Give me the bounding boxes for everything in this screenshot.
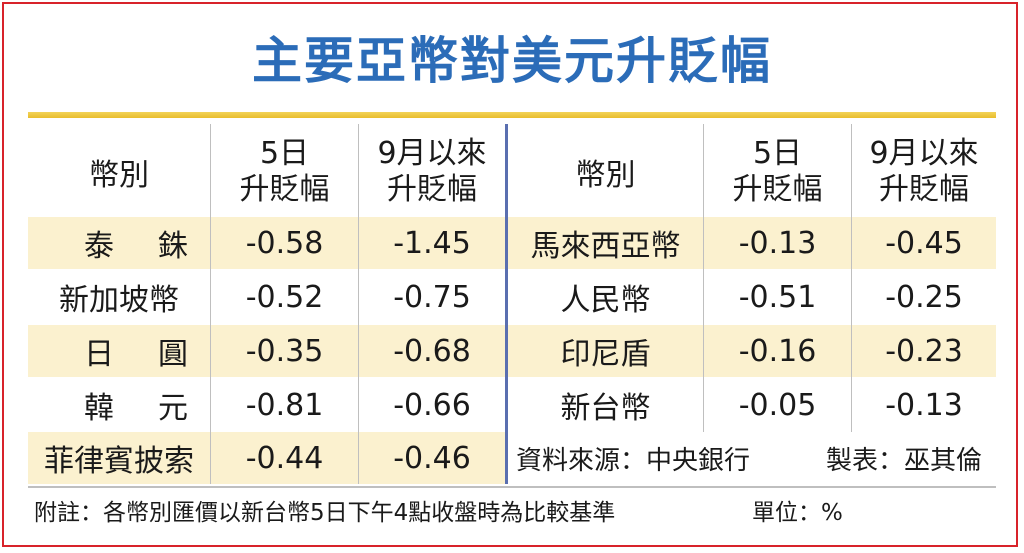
five-day-value: -0.58 [245,225,324,261]
column-divider [210,124,211,484]
table-row-currency: 人民幣 [560,283,651,318]
title-divider [28,112,996,118]
header-since-sep-line2: 升貶幅 [879,172,969,207]
row-highlight-3 [28,325,996,377]
header-since-sep-line2: 升貶幅 [387,172,477,207]
table-row-currency: 韓 元 [28,379,210,431]
table-row-currency: 菲律賓披索 [44,444,194,479]
since-sep-value: -0.13 [885,387,963,423]
footer-divider [28,486,996,488]
table-row-currency: 新台幣 [560,391,651,426]
currency-name-part: 銖 [158,229,188,264]
row-highlight-1 [28,217,996,269]
currency-name-part: 元 [158,391,188,426]
table-row-currency: 馬來西亞幣 [530,229,681,264]
header-since-sep-line1: 9月以來 [377,136,487,171]
currency-name-part: 圓 [158,337,188,372]
five-day-value: -0.13 [738,225,817,261]
since-sep-value: -0.68 [393,333,471,369]
column-divider [703,124,704,432]
five-day-value: -0.81 [245,387,324,423]
unit-label: 單位：% [752,500,843,526]
header-five-day-line1: 5日 [752,136,803,171]
since-sep-value: -0.45 [885,225,963,261]
five-day-value: -0.51 [738,279,817,315]
since-sep-value: -1.45 [393,225,471,261]
currency-name-part: 泰 [84,229,114,264]
table-row-currency: 印尼盾 [560,337,651,372]
header-since-sep-line1: 9月以來 [869,136,979,171]
column-divider [851,124,852,432]
header-currency-left: 幣別 [89,158,149,193]
five-day-value: -0.52 [245,279,324,315]
header-since-sep-left: 9月以來 升貶幅 [359,136,505,208]
since-sep-value: -0.23 [885,333,963,369]
since-sep-value: -0.46 [393,440,471,476]
five-day-value: -0.16 [738,333,817,369]
five-day-value: -0.05 [738,387,817,423]
header-five-day-line2: 升貶幅 [732,172,823,207]
footnote: 附註：各幣別匯價以新台幣5日下午4點收盤時為比較基準 [34,500,616,526]
page-title: 主要亞幣對美元升貶幅 [252,32,772,90]
table-center-divider [505,124,508,484]
since-sep-value: -0.66 [393,387,471,423]
since-sep-value: -0.25 [885,279,963,315]
header-five-day-right: 5日 升貶幅 [704,136,851,208]
row-highlight-5 [28,432,506,484]
header-five-day-left: 5日 升貶幅 [211,136,358,208]
header-currency-right: 幣別 [575,158,636,193]
since-sep-value: -0.75 [393,279,471,315]
header-five-day-line1: 5日 [259,136,310,171]
table-author-credit: 製表：巫其倫 [826,445,983,476]
currency-name-part: 日 [84,337,114,372]
table-row-currency: 日 圓 [28,325,210,377]
header-since-sep-right: 9月以來 升貶幅 [852,136,996,208]
table-row-currency: 泰 銖 [28,217,210,269]
table-row-currency: 新加坡幣 [59,283,179,318]
header-five-day-line2: 升貶幅 [239,172,330,207]
column-divider [358,124,359,484]
five-day-value: -0.44 [245,440,324,476]
currency-name-part: 韓 [84,391,114,426]
five-day-value: -0.35 [245,333,324,369]
source-credit: 資料來源：中央銀行 [516,445,751,476]
